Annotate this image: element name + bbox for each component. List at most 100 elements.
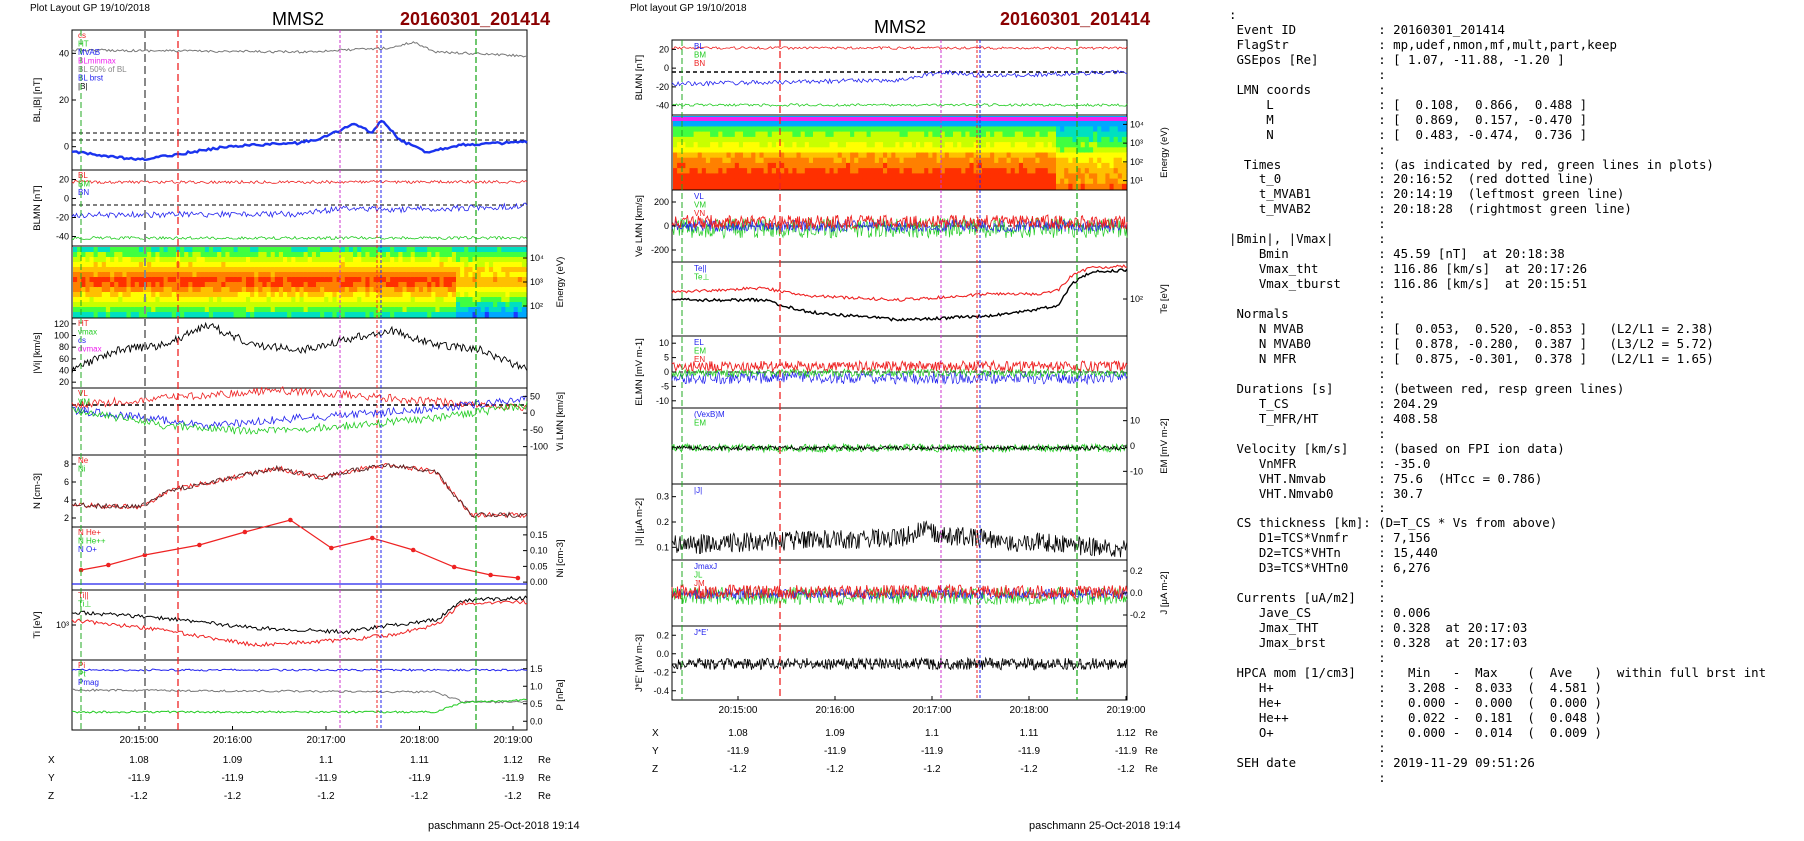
right-pos-row-value: 1.12 <box>1116 728 1136 739</box>
left-panel-6-tick-label: 2 <box>64 513 69 523</box>
left-pos-row-value: -1.2 <box>411 791 429 802</box>
right-pos-row-unit: Re <box>1145 764 1158 775</box>
left-time-tick-label: 20:16:00 <box>213 735 252 746</box>
left-panel-3-ylabel: Energy (eV) <box>555 257 566 308</box>
left-panel-1-legend: MVAB <box>78 48 100 57</box>
right-panel-9-tick-label: 0.0 <box>656 649 669 659</box>
left-panel-1-legend: BL 50% of BL <box>78 65 127 74</box>
left-pos-row-label: Y <box>48 773 55 784</box>
left-panel-4-tick-label: 20 <box>59 377 69 387</box>
right-panel-5-ylabel: ELMN [mV m-1] <box>634 338 645 406</box>
left-pos-row-value: 1.09 <box>223 755 243 766</box>
left-panel-4-tick-label: 100 <box>54 331 69 341</box>
left-panel-7-he-pp-point <box>515 575 521 581</box>
left-pos-row-value: 1.08 <box>129 755 149 766</box>
right-panel-2-tick-label: 10³ <box>1130 138 1143 148</box>
right-panel-5-tick-label: -10 <box>656 396 669 406</box>
left-panel-6-ylabel: N [cm-3] <box>32 473 43 509</box>
right-panel-1-bl <box>671 46 1128 50</box>
right-pos-row-value: -1.2 <box>826 764 844 775</box>
right-panel-6-vexb-m <box>671 444 1128 452</box>
left-panel-5-vn <box>72 401 528 436</box>
right-panel-7-legend: |J| <box>694 486 702 495</box>
left-panel-7-he-pp <box>80 519 518 579</box>
left-pos-row-unit: Re <box>538 791 551 802</box>
left-panel-6-tick-label: 8 <box>64 459 69 469</box>
left-pos-row-value: -1.2 <box>224 791 242 802</box>
left-panel-7-he-pp-point <box>197 542 202 548</box>
right-panel-2-tick-label: 10¹ <box>1130 176 1143 186</box>
left-panel-7-he-pp-point <box>488 572 493 578</box>
left-panel-1-frame <box>71 29 528 171</box>
left-pos-row-value: -11.9 <box>221 773 243 784</box>
left-pos-row-value: -1.2 <box>504 791 522 802</box>
left-panel-8-legend: Ti⊥ <box>78 600 91 609</box>
right-panel-4-te-par <box>671 264 1128 302</box>
right-pos-row-value: -11.9 <box>824 746 846 757</box>
left-panel-1-tick-label: 20 <box>59 95 69 105</box>
right-panel-3-legend: VN <box>694 209 705 218</box>
right-panel-4-te-perp <box>671 268 1128 322</box>
left-panel-7-legend: N O+ <box>78 545 97 554</box>
right-pos-row-value: -1.2 <box>1117 764 1135 775</box>
right-pos-row-value: -11.9 <box>727 746 749 757</box>
right-pos-row-value: -11.9 <box>1115 746 1137 757</box>
right-pos-row-value: -11.9 <box>1018 746 1040 757</box>
left-panel-5-vm <box>71 395 528 430</box>
left-panel-9-legend: Pt <box>78 670 86 679</box>
left-panel-3-tick-label: 10⁴ <box>530 253 544 263</box>
right-time-tick-label: 20:16:00 <box>816 705 855 716</box>
right-panel-1-legend: BM <box>694 51 706 60</box>
left-panel-1-legend: HT <box>78 40 89 49</box>
left-panel-1-tick-label: 0 <box>64 142 69 152</box>
left-panel-2-tick-label: -20 <box>56 213 69 223</box>
right-panel-5-em <box>671 367 1128 379</box>
left-panel-1-ylabel: BL,|B| [nT] <box>32 78 43 123</box>
left-panel-9-tick-label: 1.0 <box>530 681 543 691</box>
left-pos-row-value: -1.2 <box>130 791 148 802</box>
left-panel-7-legend: N He+ <box>78 528 101 537</box>
right-pos-row-label: Z <box>652 764 658 775</box>
left-panel-4-tick-label: 120 <box>54 319 69 329</box>
left-pos-row-value: 1.1 <box>319 755 333 766</box>
left-panel-4-legend: vmax <box>78 328 97 337</box>
left-panel-9-pmag <box>72 698 528 714</box>
right-panel-2-spectrogram <box>673 116 1127 190</box>
right-panel-7-tick-label: 0.3 <box>656 492 669 502</box>
left-panel-9-legend: Pi <box>78 661 85 670</box>
right-pos-row-value: -1.2 <box>729 764 747 775</box>
right-pos-row-unit: Re <box>1145 728 1158 739</box>
right-panel-6-ylabel: EM [mV m-2] <box>1159 418 1170 473</box>
right-panel-1-ylabel: BLMN [nT] <box>634 55 645 100</box>
right-panel-8-tick-label: 0.2 <box>1130 566 1143 576</box>
left-panel-4-frame <box>71 317 528 389</box>
right-plot-layout-label: Plot layout GP 19/10/2018 <box>630 3 747 14</box>
left-panel-8-legend: Ti|| <box>78 591 89 600</box>
event-summary-text: : Event ID : 20160301_201414 FlagStr : m… <box>1229 7 1767 785</box>
right-panel-3-vn <box>671 216 1128 240</box>
left-panel-2-tick-label: -40 <box>56 232 69 242</box>
left-panel-5-legend: VN <box>78 406 89 415</box>
left-panel-5-tick-label: 50 <box>530 391 540 401</box>
left-panel-4-ylabel: |Vi| [km/s] <box>32 332 43 373</box>
left-pos-row-value: -1.2 <box>317 791 335 802</box>
left-panel-7-tick-label: 0.15 <box>530 530 548 540</box>
right-panel-2-tick-label: 10² <box>1130 157 1143 167</box>
left-pos-row-value: 1.12 <box>503 755 523 766</box>
right-panel-6-legend: EM <box>694 419 706 428</box>
right-panel-1-tick-label: 0 <box>664 63 669 73</box>
right-pos-row-label: X <box>652 728 659 739</box>
left-panel-9-pt <box>71 688 528 704</box>
right-panel-6-tick-label: 0 <box>1130 441 1135 451</box>
left-panel-9-tick-label: 1.5 <box>530 664 543 674</box>
left-panel-7-he-pp-point <box>410 547 416 553</box>
right-pos-row-value: 1.09 <box>825 728 845 739</box>
left-panel-9-legend: Pmag <box>78 678 99 687</box>
left-panel-1-tick-label: 40 <box>59 48 69 58</box>
right-panel-1-bn <box>671 102 1128 107</box>
left-panel-2-ylabel: BLMN [nT] <box>32 185 43 230</box>
right-panel-1-legend: BL <box>694 42 704 51</box>
left-panel-2-legend: BM <box>78 180 90 189</box>
left-panel-7-frame <box>71 526 528 591</box>
